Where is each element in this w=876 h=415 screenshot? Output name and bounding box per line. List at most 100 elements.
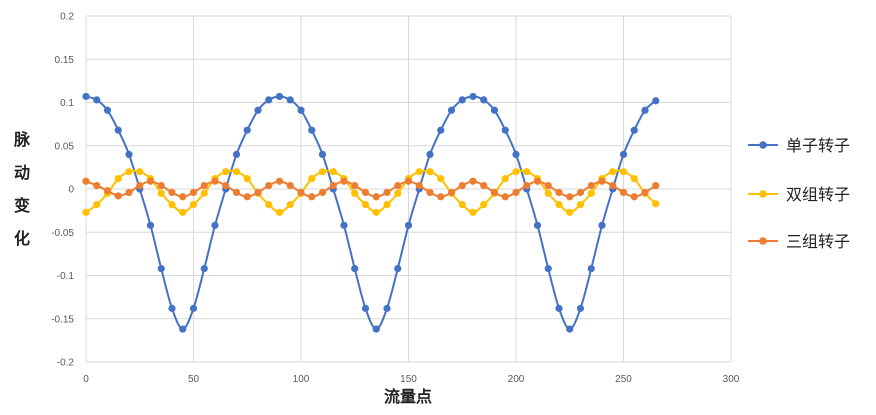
data-point-triple-rotor bbox=[641, 188, 649, 197]
data-point-triple-rotor bbox=[523, 181, 531, 190]
y-tick-label: -0.15 bbox=[51, 314, 74, 325]
data-point-triple-rotor bbox=[426, 188, 434, 197]
data-point-single-rotor bbox=[297, 106, 305, 114]
data-point-single-rotor bbox=[114, 126, 122, 134]
data-point-double-rotor bbox=[480, 200, 488, 209]
data-point-double-rotor bbox=[512, 168, 520, 176]
data-point-single-rotor bbox=[82, 92, 90, 101]
data-point-triple-rotor bbox=[168, 188, 176, 197]
data-point-triple-rotor bbox=[469, 177, 477, 185]
data-point-triple-rotor bbox=[189, 188, 198, 197]
data-point-triple-rotor bbox=[179, 193, 187, 201]
data-point-double-rotor bbox=[125, 168, 133, 176]
data-point-single-rotor bbox=[619, 150, 628, 158]
data-point-triple-rotor bbox=[308, 193, 316, 201]
data-point-triple-rotor bbox=[598, 177, 606, 185]
data-point-triple-rotor bbox=[200, 181, 208, 190]
y-axis-title: 脉 动 变 化 bbox=[13, 130, 31, 248]
data-point-triple-rotor bbox=[652, 181, 660, 190]
data-point-triple-rotor bbox=[437, 193, 445, 201]
legend-marker bbox=[759, 237, 767, 245]
data-point-triple-rotor bbox=[544, 181, 552, 190]
data-point-double-rotor bbox=[351, 189, 359, 197]
data-point-double-rotor bbox=[426, 168, 434, 176]
y-tick-label: -0.1 bbox=[57, 271, 75, 282]
data-point-double-rotor bbox=[82, 208, 90, 216]
data-point-double-rotor bbox=[189, 200, 198, 209]
data-point-double-rotor bbox=[501, 175, 509, 183]
data-point-double-rotor bbox=[469, 208, 477, 216]
data-point-single-rotor bbox=[200, 264, 208, 273]
y-tick-label: -0.2 bbox=[57, 358, 75, 369]
data-point-double-rotor bbox=[361, 200, 370, 209]
data-point-double-rotor bbox=[222, 168, 230, 176]
plot-series bbox=[82, 92, 660, 333]
data-point-triple-rotor bbox=[297, 188, 305, 197]
data-point-double-rotor bbox=[179, 208, 187, 216]
data-point-double-rotor bbox=[652, 200, 660, 208]
data-point-triple-rotor bbox=[566, 193, 574, 201]
data-point-double-rotor bbox=[619, 168, 628, 176]
data-point-triple-rotor bbox=[447, 188, 456, 197]
data-point-single-rotor bbox=[555, 304, 563, 312]
data-point-single-rotor bbox=[318, 150, 327, 158]
data-point-double-rotor bbox=[437, 175, 445, 183]
data-point-double-rotor bbox=[415, 168, 423, 176]
data-point-double-rotor bbox=[383, 200, 391, 209]
data-point-single-rotor bbox=[512, 150, 520, 158]
legend-label: 单子转子 bbox=[786, 136, 850, 155]
data-point-triple-rotor bbox=[576, 188, 585, 197]
data-point-single-rotor bbox=[372, 325, 380, 333]
data-point-single-rotor bbox=[103, 106, 112, 114]
y-tick-label: 0 bbox=[68, 185, 74, 196]
y-tick-label: -0.05 bbox=[51, 228, 74, 239]
y-tick-label: 0.05 bbox=[55, 141, 75, 152]
data-point-triple-rotor bbox=[265, 181, 273, 190]
data-point-triple-rotor bbox=[329, 181, 337, 190]
data-point-double-rotor bbox=[576, 200, 585, 209]
y-tick-label: 0.2 bbox=[60, 12, 74, 23]
data-point-single-rotor bbox=[587, 264, 595, 273]
data-point-double-rotor bbox=[114, 175, 122, 183]
data-point-single-rotor bbox=[501, 126, 509, 134]
data-point-triple-rotor bbox=[222, 181, 230, 190]
data-point-double-rotor bbox=[587, 189, 595, 197]
data-point-triple-rotor bbox=[275, 177, 284, 185]
x-axis-ticks: 0 50 100 150 200 250 300 bbox=[83, 374, 740, 385]
data-point-double-rotor bbox=[394, 189, 402, 197]
data-point-single-rotor bbox=[340, 221, 348, 229]
data-point-triple-rotor bbox=[125, 188, 133, 197]
series-triple-rotor bbox=[82, 177, 660, 201]
data-point-double-rotor bbox=[93, 200, 101, 209]
y-axis-title-char-4: 化 bbox=[14, 229, 30, 248]
data-point-triple-rotor bbox=[136, 181, 144, 190]
data-point-triple-rotor bbox=[286, 181, 294, 190]
data-point-triple-rotor bbox=[394, 181, 402, 190]
data-point-double-rotor bbox=[458, 200, 466, 209]
data-point-double-rotor bbox=[544, 189, 552, 197]
y-axis-title-char-2: 动 bbox=[14, 163, 30, 182]
data-point-triple-rotor bbox=[458, 181, 466, 190]
data-point-double-rotor bbox=[318, 168, 327, 176]
legend-item-double-rotor: 双组转子 bbox=[748, 185, 850, 204]
data-point-double-rotor bbox=[275, 208, 284, 216]
data-point-double-rotor bbox=[232, 168, 241, 176]
y-tick-label: 0.1 bbox=[60, 98, 74, 109]
data-point-single-rotor bbox=[243, 126, 251, 134]
data-point-single-rotor bbox=[598, 221, 606, 229]
data-point-single-rotor bbox=[286, 96, 294, 104]
data-point-single-rotor bbox=[404, 221, 413, 229]
data-point-single-rotor bbox=[480, 96, 488, 104]
data-point-double-rotor bbox=[243, 175, 251, 183]
x-tick-label: 50 bbox=[188, 374, 200, 385]
x-tick-label: 0 bbox=[83, 374, 89, 385]
data-point-single-rotor bbox=[275, 92, 284, 101]
data-point-double-rotor bbox=[555, 200, 563, 209]
data-point-triple-rotor bbox=[351, 181, 359, 190]
data-point-double-rotor bbox=[286, 200, 294, 209]
data-point-triple-rotor bbox=[533, 177, 542, 185]
data-point-triple-rotor bbox=[404, 177, 413, 185]
data-point-single-rotor bbox=[157, 264, 165, 273]
